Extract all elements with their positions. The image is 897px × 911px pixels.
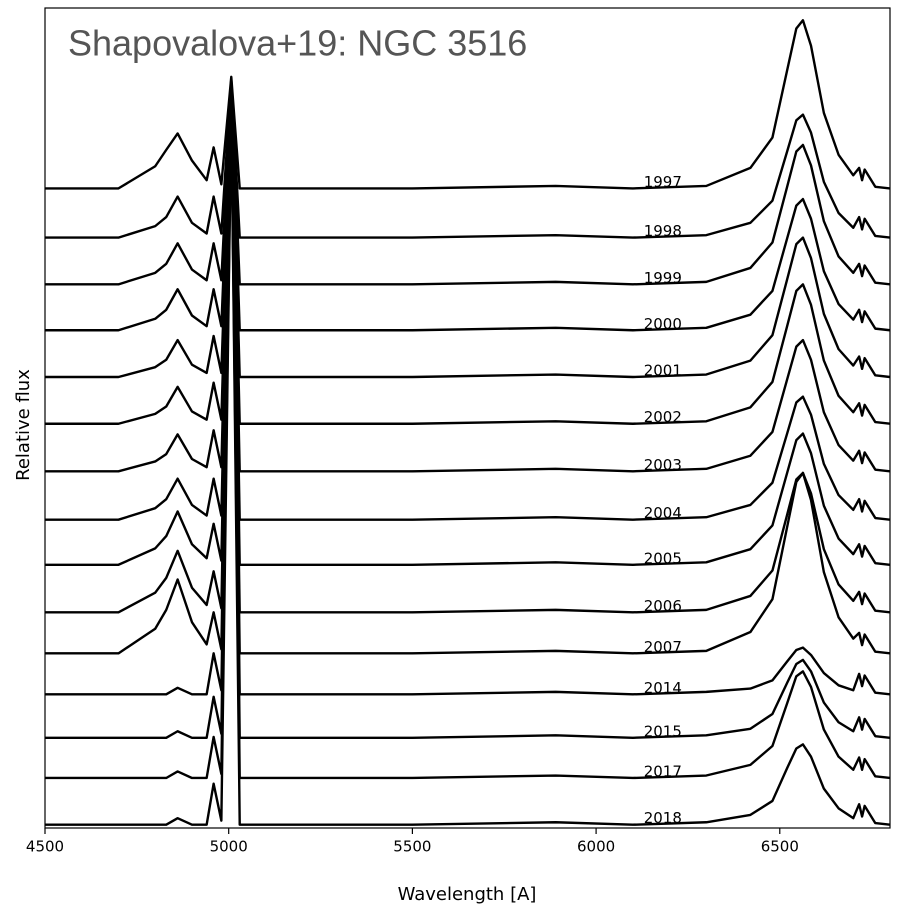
x-tick-label: 6000 xyxy=(577,838,615,856)
spectrum-line xyxy=(45,107,891,780)
y-axis-label: Relative flux xyxy=(13,369,34,481)
spectrum-line xyxy=(45,92,891,521)
x-tick-label: 6500 xyxy=(761,838,799,856)
series-label: 2000 xyxy=(644,315,682,333)
series-label: 2006 xyxy=(644,597,682,615)
x-tick-label: 5500 xyxy=(393,838,431,856)
x-axis-label: Wavelength [A] xyxy=(398,884,537,905)
x-tick-label: 4500 xyxy=(26,838,64,856)
series-label: 2018 xyxy=(644,809,682,827)
series-label: 2007 xyxy=(644,638,682,656)
series-label: 2017 xyxy=(644,762,682,780)
spectrum-line xyxy=(45,80,891,286)
series-label: 2014 xyxy=(644,679,682,697)
series-label: 1999 xyxy=(644,269,682,287)
spectrum-line xyxy=(45,97,891,614)
series-label: 2001 xyxy=(644,362,682,380)
chart-title: Shapovalova+19: NGC 3516 xyxy=(68,23,527,64)
spectrum-line xyxy=(45,110,891,826)
series-label: 2015 xyxy=(644,722,682,740)
series-label: 2004 xyxy=(644,504,682,522)
plot-frame xyxy=(44,7,891,829)
spectrum-line xyxy=(45,87,891,425)
spectrum-line xyxy=(45,19,891,190)
x-tick-label: 5000 xyxy=(210,838,248,856)
spectrum-line xyxy=(45,100,891,655)
series-label: 2003 xyxy=(644,456,682,474)
spectrum-line xyxy=(45,83,891,332)
spectrum-line xyxy=(45,90,891,473)
series-label: 2002 xyxy=(644,408,682,426)
series-label: 1997 xyxy=(644,173,682,191)
spectrum-line xyxy=(45,95,891,566)
spectrum-line xyxy=(45,105,891,739)
spectrum-line xyxy=(45,78,891,239)
spectrum-line xyxy=(45,102,891,696)
series-label: 1998 xyxy=(644,222,682,240)
series-label: 2005 xyxy=(644,549,682,567)
spectrum-line xyxy=(45,85,891,379)
